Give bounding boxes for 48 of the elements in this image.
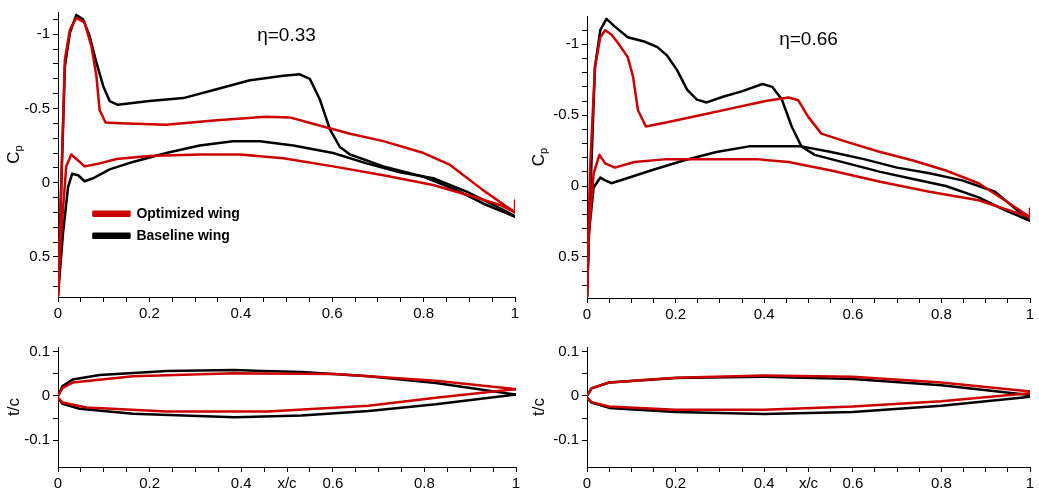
y-tick-label: -0.1 — [24, 430, 50, 448]
x-tick-label: 0.4 — [230, 474, 252, 492]
x-tick-label: 0 — [53, 304, 63, 322]
y-tick-label: 0.5 — [29, 247, 50, 265]
x-tick-label: 0.8 — [413, 474, 435, 492]
x-tick-label: 1 — [511, 474, 521, 492]
y-axis-title: t/c — [3, 397, 23, 416]
x-tick-label: 1 — [510, 304, 520, 322]
y-tick-label: 0.5 — [558, 247, 579, 265]
y-tick-label: 0 — [570, 386, 579, 404]
y-tick-label: 0 — [41, 172, 50, 190]
x-tick-label: 0.2 — [665, 305, 687, 323]
x-tick-label: 0.8 — [413, 304, 435, 322]
x-tick-label: 0.8 — [930, 305, 952, 323]
y-tick-label: -1 — [565, 34, 579, 52]
y-tick-label: 0 — [570, 176, 579, 194]
legend-label: Optimized wing — [136, 204, 240, 221]
y-tick-label: 0.1 — [29, 341, 50, 359]
text: η=0.33 — [257, 24, 316, 46]
y-axis-title: t/c — [528, 397, 548, 416]
x-tick-label: 0.2 — [138, 304, 160, 322]
x-tick-label: 0.4 — [753, 474, 775, 492]
y-tick-label: -1 — [36, 24, 50, 42]
y-tick-label: 0 — [41, 386, 50, 404]
y-tick-label: -0.1 — [553, 430, 579, 448]
x-tick-label: 0 — [53, 474, 63, 492]
x-tick-label: 0.4 — [753, 305, 775, 323]
y-axis-title: Cp — [3, 145, 25, 164]
x-tick-label: 0.6 — [842, 305, 864, 323]
y-tick-label: 0.1 — [558, 341, 579, 359]
text: η=0.66 — [779, 28, 838, 50]
y-tick-label: -0.5 — [553, 105, 579, 123]
x-tick-label: 0.2 — [665, 474, 687, 492]
x-tick-label: 0 — [582, 474, 592, 492]
x-tick-label: 0.4 — [230, 304, 252, 322]
x-tick-label: 1 — [1025, 305, 1035, 323]
x-tick-label: 0.6 — [842, 474, 864, 492]
x-axis-title: x/c — [798, 474, 819, 492]
x-tick-label: 0.8 — [930, 474, 952, 492]
legend-label: Baseline wing — [136, 226, 230, 243]
x-tick-label: 0 — [582, 305, 592, 323]
x-tick-label: 0.6 — [321, 304, 343, 322]
y-tick-label: -0.5 — [24, 98, 50, 116]
y-axis-title: Cp — [528, 147, 550, 167]
x-tick-label: 0.6 — [322, 474, 344, 492]
x-tick-label: 1 — [1025, 474, 1035, 492]
x-axis-title: x/c — [277, 474, 298, 492]
x-tick-label: 0.2 — [139, 474, 161, 492]
